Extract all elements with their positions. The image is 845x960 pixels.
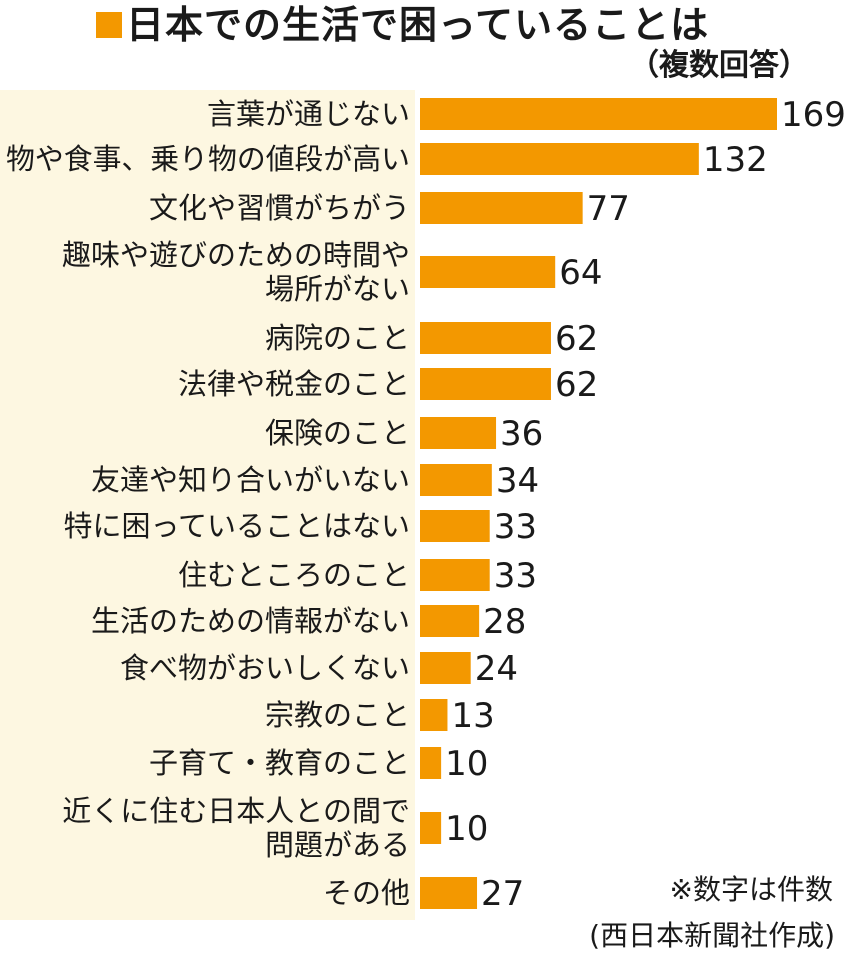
source-credit: (西日本新聞社作成)	[589, 919, 835, 952]
category-label-11: 食べ物がおいしくない	[120, 651, 410, 685]
category-label-7: 友達や知り合いがいない	[91, 463, 410, 497]
category-label-6: 保険のこと	[265, 416, 410, 450]
value-label-10: 28	[483, 602, 526, 642]
value-label-0: 169	[781, 95, 845, 135]
category-label-2: 文化や習慣がちがう	[149, 191, 410, 225]
value-label-9: 33	[494, 556, 537, 596]
value-label-8: 33	[494, 507, 537, 547]
bar-8	[420, 510, 490, 542]
value-label-12: 13	[451, 696, 494, 736]
bar-14	[420, 812, 442, 844]
bar-15	[420, 877, 478, 909]
value-label-5: 62	[555, 365, 598, 405]
bar-12	[420, 699, 448, 731]
category-label-0: 言葉が通じない	[207, 97, 410, 131]
value-label-15: 27	[481, 874, 524, 914]
bar-7	[420, 464, 492, 496]
category-label-3-line-0: 趣味や遊びのための時間や	[62, 238, 410, 272]
value-label-3: 64	[559, 253, 602, 293]
chart-subtitle: （複数回答）	[629, 48, 809, 83]
category-label-14-line-1: 問題がある	[265, 828, 410, 862]
label-panel	[0, 90, 415, 920]
title-square-icon	[96, 12, 122, 38]
bar-1	[420, 143, 699, 175]
bar-4	[420, 322, 551, 354]
category-label-14-line-0: 近くに住む日本人との間で	[62, 794, 410, 828]
value-label-4: 62	[555, 319, 598, 359]
category-label-9: 住むところのこと	[178, 558, 410, 592]
category-label-1: 物や食事、乗り物の値段が高い	[6, 142, 410, 176]
category-label-8: 特に困っていることはない	[63, 509, 410, 543]
value-label-14: 10	[445, 809, 488, 849]
bar-0	[420, 98, 777, 130]
bar-13	[420, 747, 442, 779]
bar-5	[420, 368, 551, 400]
category-label-5: 法律や税金のこと	[178, 367, 410, 401]
category-label-12: 宗教のこと	[265, 698, 410, 732]
value-label-6: 36	[500, 414, 543, 454]
bar-10	[420, 605, 480, 637]
value-label-11: 24	[475, 649, 518, 689]
category-label-15: その他	[323, 876, 410, 910]
bar-9	[420, 559, 490, 591]
bar-6	[420, 417, 497, 449]
bar-3	[420, 256, 556, 288]
value-label-13: 10	[445, 744, 488, 784]
value-label-1: 132	[703, 140, 768, 180]
unit-note: ※数字は件数	[669, 873, 833, 906]
category-label-10: 生活のための情報がない	[91, 604, 410, 638]
value-label-2: 77	[587, 189, 630, 229]
bar-2	[420, 192, 583, 224]
bar-11	[420, 652, 471, 684]
category-label-4: 病院のこと	[265, 321, 410, 355]
category-label-3-line-1: 場所がない	[265, 272, 410, 306]
value-label-7: 34	[496, 461, 539, 501]
chart-title: 日本での生活で困っていることは	[126, 3, 710, 47]
category-label-13: 子育て・教育のこと	[149, 746, 410, 780]
